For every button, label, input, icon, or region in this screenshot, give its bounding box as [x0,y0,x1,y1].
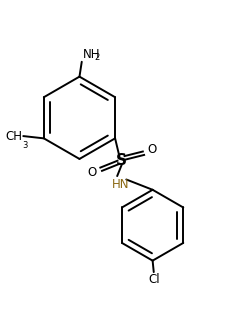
Text: HN: HN [111,178,129,191]
Text: CH: CH [5,129,22,143]
Text: 2: 2 [95,54,100,62]
Text: O: O [87,166,97,179]
Text: NH: NH [83,48,100,60]
Text: 3: 3 [22,141,28,150]
Text: O: O [148,143,157,156]
Text: Cl: Cl [148,273,160,286]
Text: S: S [116,153,127,167]
